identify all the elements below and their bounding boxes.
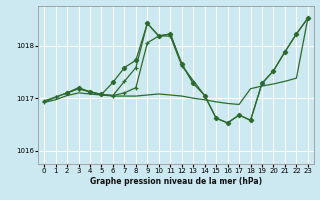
X-axis label: Graphe pression niveau de la mer (hPa): Graphe pression niveau de la mer (hPa) bbox=[90, 177, 262, 186]
